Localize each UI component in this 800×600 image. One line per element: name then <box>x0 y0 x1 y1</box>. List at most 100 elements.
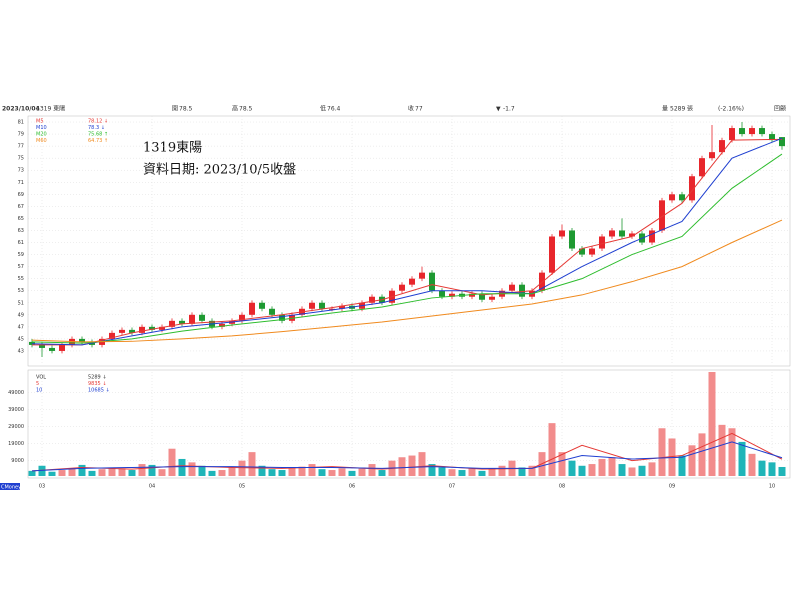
volume-bar <box>328 470 336 476</box>
y-tick-label: 49000 <box>8 390 24 396</box>
volume-bar <box>378 470 386 476</box>
candle-body <box>139 326 145 333</box>
volume-bar <box>738 441 746 476</box>
volume-bar <box>108 467 116 476</box>
volume-bar <box>118 468 126 476</box>
x-tick-label: 04 <box>149 484 155 490</box>
legend-value: 78.3 ↓ <box>88 125 105 131</box>
candle-body <box>469 293 475 297</box>
x-tick-label: 06 <box>349 484 355 490</box>
legend-value: 78.12 ↓ <box>88 119 108 125</box>
y-tick-label: 63 <box>18 228 24 234</box>
candle-body <box>729 128 735 141</box>
volume-bar <box>58 470 66 476</box>
volume-bar <box>68 468 76 476</box>
candle-body <box>29 341 35 345</box>
volume-bar <box>718 424 726 476</box>
volume-bar <box>498 465 506 476</box>
volume-bar <box>528 465 536 476</box>
header-change-pct: (-2.16%) <box>718 106 744 113</box>
candle-body <box>269 308 275 315</box>
header-button[interactable]: 回顧 <box>774 105 786 113</box>
candle-body <box>599 236 605 249</box>
volume-bar <box>568 460 576 476</box>
legend-name: M60 <box>36 138 47 144</box>
y-tick-label: 39000 <box>8 407 24 413</box>
volume-bar <box>408 455 416 476</box>
candle-body <box>199 314 205 321</box>
header-volume-label: 量 <box>662 106 668 113</box>
ma-line <box>31 441 783 472</box>
header-volume-unit: 張 <box>687 106 693 113</box>
volume-bar <box>268 469 276 476</box>
volume-bar <box>608 457 616 476</box>
candle-body <box>559 230 565 237</box>
volume-bar <box>298 466 306 476</box>
volume-bar <box>88 470 96 476</box>
volume-bar <box>178 458 186 476</box>
candle-body <box>179 320 185 324</box>
header-field-value: -1.7 <box>503 106 515 113</box>
candle-body <box>279 314 285 321</box>
candle-body <box>769 134 775 141</box>
volume-bar <box>698 433 706 476</box>
header-field-value: 77 <box>415 106 423 113</box>
legend-value: 5289 ↓ <box>88 375 107 381</box>
candle-body <box>759 128 765 135</box>
volume-bar <box>598 458 606 476</box>
volume-bar <box>278 470 286 476</box>
candle-body <box>669 194 675 201</box>
volume-bar <box>28 470 36 476</box>
volume-bar <box>198 465 206 476</box>
volume-bar <box>308 464 316 476</box>
y-tick-label: 71 <box>18 180 24 186</box>
volume-bar <box>428 464 436 476</box>
volume-bar <box>618 464 626 476</box>
legend-name: M10 <box>36 125 47 131</box>
legend-name: M5 <box>36 119 44 125</box>
candle-body <box>239 314 245 321</box>
brand-badge <box>0 483 20 490</box>
header-field-label: 高 <box>232 105 238 113</box>
y-tick-label: 57 <box>18 264 24 270</box>
header-field-value: 78.5 <box>179 106 193 113</box>
candle-body <box>319 302 325 309</box>
candle-body <box>689 176 695 201</box>
volume-bar <box>208 470 216 476</box>
candle-body <box>39 344 45 348</box>
volume-bar <box>678 455 686 476</box>
volume-bar <box>288 467 296 476</box>
candle-body <box>189 314 195 324</box>
volume-bar <box>638 465 646 476</box>
header-date: 2023/10/04 <box>2 106 40 113</box>
candle-body <box>609 230 615 237</box>
y-tick-label: 75 <box>18 156 24 162</box>
volume-panel <box>27 369 791 479</box>
candle-body <box>479 293 485 300</box>
volume-bar <box>158 469 166 476</box>
candle-body <box>489 296 495 300</box>
y-tick-label: 19000 <box>8 441 24 447</box>
legend-value: 75.68 ↑ <box>88 132 108 138</box>
volume-bar <box>488 469 496 476</box>
volume-bar <box>138 464 146 476</box>
candle-body <box>449 293 455 297</box>
x-tick-label: 10 <box>769 484 775 490</box>
y-tick-label: 59 <box>18 252 24 258</box>
volume-bar <box>218 470 226 476</box>
candle-body <box>119 329 125 333</box>
candle-body <box>149 326 155 330</box>
candle-body <box>519 284 525 297</box>
ma-line <box>31 153 783 344</box>
legend-value: 10685 ↓ <box>88 388 110 394</box>
legend-name: 10 <box>36 388 42 394</box>
volume-bar <box>778 466 786 476</box>
volume-bar <box>228 467 236 476</box>
overlay-date: 資料日期: 2023/10/5收盤 <box>143 163 296 178</box>
candle-body <box>59 344 65 351</box>
candle-body <box>419 272 425 279</box>
candle-body <box>409 278 415 285</box>
volume-bar <box>248 452 256 476</box>
volume-bar <box>398 457 406 476</box>
volume-bar <box>148 464 156 476</box>
